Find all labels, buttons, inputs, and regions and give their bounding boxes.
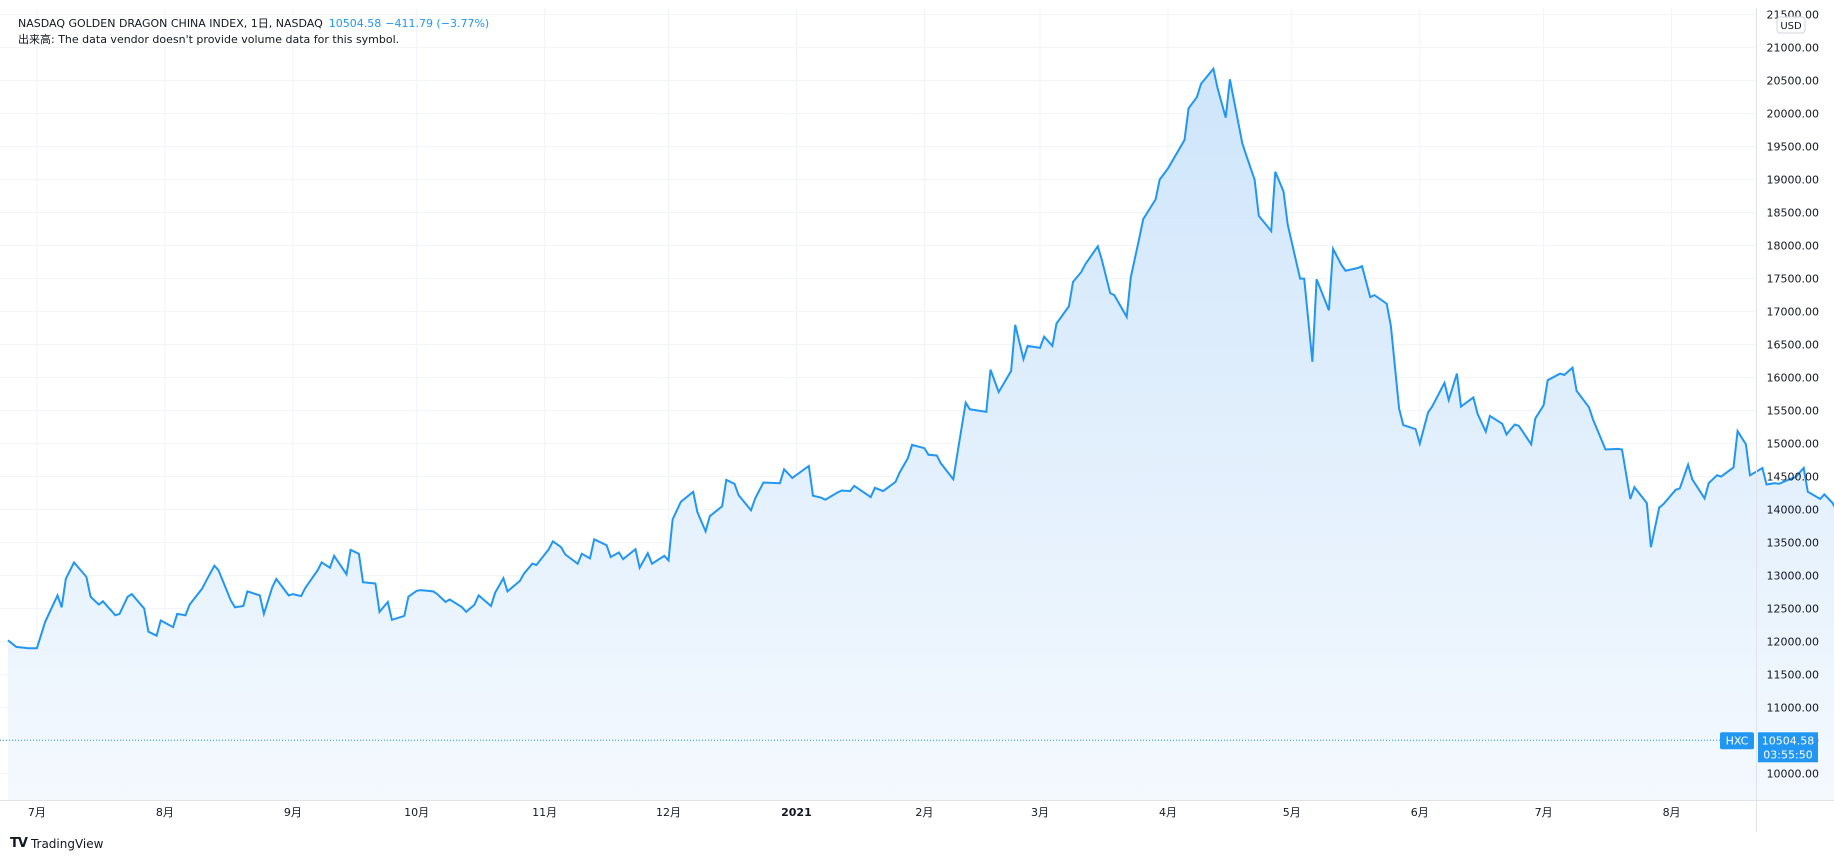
- price-axis-tick-label: 12000.00: [1767, 636, 1820, 649]
- price-axis-tick-label: 20000.00: [1767, 108, 1820, 121]
- price-axis-tick-label: 16500.00: [1767, 339, 1820, 352]
- time-axis-tick-label: 3月: [1031, 806, 1049, 819]
- symbol-title[interactable]: NASDAQ GOLDEN DRAGON CHINA INDEX, 1日, NA…: [18, 17, 323, 30]
- last-price-value: 10504.58: [328, 17, 382, 30]
- price-axis-tick-label: 18000.00: [1767, 240, 1820, 253]
- time-axis-tick-label: 9月: [284, 806, 302, 819]
- time-axis-tick-label: 8月: [156, 806, 174, 819]
- price-axis-tick-label: 20500.00: [1767, 75, 1820, 88]
- price-axis-tick-label: 12500.00: [1767, 603, 1820, 616]
- ticker-label: HXC: [1726, 734, 1749, 747]
- tradingview-logo-icon: TV: [10, 836, 28, 851]
- currency-badge[interactable]: USD: [1776, 16, 1806, 34]
- time-axis-tick-label: 10月: [404, 806, 429, 819]
- time-axis-tick-label: 8月: [1663, 806, 1681, 819]
- price-axis-tick-label: 16000.00: [1767, 372, 1820, 385]
- price-axis-tick-label: 13000.00: [1767, 570, 1820, 583]
- price-axis-tick-label: 18500.00: [1767, 207, 1820, 220]
- price-axis-tick-label: 11000.00: [1767, 702, 1820, 715]
- price-line[interactable]: [7, 66, 1834, 741]
- time-axis-tick-label: 4月: [1159, 806, 1177, 819]
- price-axis-tick-label: 15000.00: [1767, 438, 1820, 451]
- bar-countdown-label: 03:55:50: [1763, 748, 1812, 761]
- price-axis-tick-label: 13500.00: [1767, 537, 1820, 550]
- tradingview-logo[interactable]: TV TradingView: [10, 836, 103, 851]
- price-axis-tick-label: 15500.00: [1767, 405, 1820, 418]
- price-area-fill: [8, 68, 1834, 800]
- price-axis-tick-label: 19000.00: [1767, 174, 1820, 187]
- price-change-value: −411.79 (−3.77%): [385, 17, 490, 30]
- time-axis-tick-label: 7月: [1535, 806, 1553, 819]
- price-axis-tick-label: 17000.00: [1767, 306, 1820, 319]
- time-axis-tick-label: 2月: [915, 806, 933, 819]
- volume-note: 出来高: The data vendor doesn't provide vol…: [18, 33, 400, 46]
- price-axis-tick-label: 17500.00: [1767, 273, 1820, 286]
- time-axis-tick-label: 11月: [532, 806, 557, 819]
- price-axis-tick-label: 19500.00: [1767, 141, 1820, 154]
- time-axis-tick-label: 6月: [1411, 806, 1429, 819]
- price-axis-tick-label: 14500.00: [1767, 471, 1820, 484]
- time-axis-tick-label: 7月: [28, 806, 46, 819]
- time-axis-tick-label: 12月: [656, 806, 681, 819]
- last-price-tag: HXC 10504.58 03:55:50: [1720, 732, 1818, 763]
- chart-legend[interactable]: NASDAQ GOLDEN DRAGON CHINA INDEX, 1日, NA…: [18, 16, 489, 48]
- time-axis[interactable]: 7月 8月 9月 10月 11月 12月 2021 2月 3月 4月 5月 6月 7月 8月: [28, 806, 1681, 819]
- price-axis-tick-label: 10000.00: [1767, 768, 1820, 781]
- price-axis-tick-label: 14000.00: [1767, 504, 1820, 517]
- time-axis-tick-label: 5月: [1283, 806, 1301, 819]
- price-axis-tick-label: 11500.00: [1767, 669, 1820, 682]
- currency-label: USD: [1780, 21, 1802, 32]
- tradingview-logo-text: TradingView: [30, 836, 104, 851]
- time-axis-tick-label: 2021: [781, 806, 812, 819]
- price-axis-tick-label: 21000.00: [1767, 42, 1820, 55]
- price-axis[interactable]: 10000.0010500.0011000.0011500.0012000.00…: [1767, 9, 1820, 781]
- last-price-label: 10504.58: [1762, 734, 1815, 747]
